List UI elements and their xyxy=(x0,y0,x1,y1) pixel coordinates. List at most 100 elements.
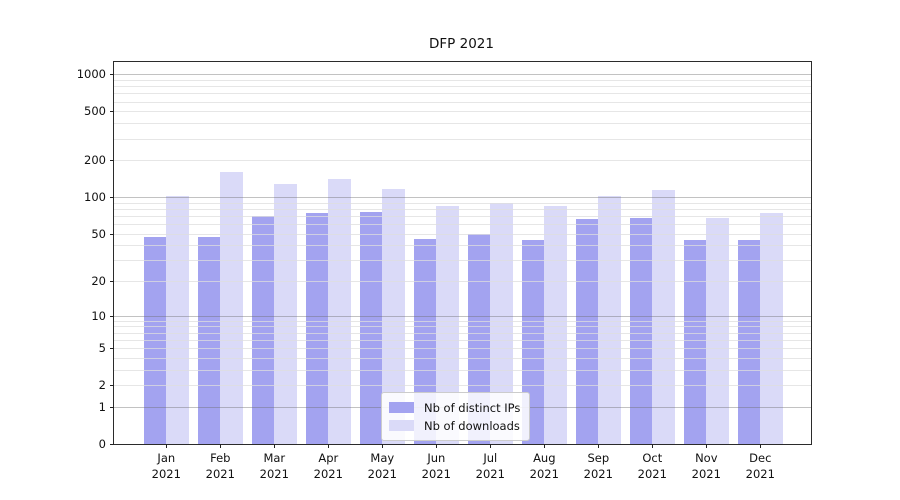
y-tick-mark xyxy=(110,315,114,317)
x-tick-mark xyxy=(652,444,654,448)
x-tick-label-dec: Dec 2021 xyxy=(745,451,775,481)
bar-series-0-sep xyxy=(575,219,599,444)
x-tick-mark xyxy=(598,444,600,448)
bar-series-1-jul xyxy=(490,202,513,444)
y-tick-label: 1 xyxy=(98,399,106,414)
y-tick-label: 50 xyxy=(91,226,106,241)
gridline-minor xyxy=(114,385,811,387)
legend-label-distinct-ips: Nb of distinct IPs xyxy=(424,400,521,415)
y-tick-mark xyxy=(110,197,114,199)
x-tick-label-mar: Mar 2021 xyxy=(259,451,289,481)
gridline-minor xyxy=(114,138,811,140)
gridline-major xyxy=(114,315,811,317)
y-tick-mark xyxy=(110,406,114,408)
x-tick-label-jun: Jun 2021 xyxy=(421,451,451,481)
gridline-minor xyxy=(114,202,811,204)
bar-series-0-dec xyxy=(737,240,761,444)
x-tick-mark xyxy=(436,444,438,448)
bar-series-1-apr xyxy=(328,179,351,444)
legend: Nb of distinct IPs Nb of downloads xyxy=(381,392,531,441)
x-tick-label-may: May 2021 xyxy=(367,451,397,481)
gridline-minor xyxy=(114,208,811,210)
gridline-minor xyxy=(114,281,811,283)
bar-series-1-nov xyxy=(706,217,729,444)
bar-series-1-jun xyxy=(436,206,459,444)
gridline-major xyxy=(114,74,811,76)
legend-label-downloads: Nb of downloads xyxy=(424,418,520,433)
x-tick-mark xyxy=(220,444,222,448)
x-tick-label-jan: Jan 2021 xyxy=(151,451,181,481)
y-tick-label: 20 xyxy=(91,274,106,289)
y-tick-mark xyxy=(110,444,114,445)
x-tick-mark xyxy=(544,444,546,448)
x-tick-mark xyxy=(328,444,330,448)
legend-swatch-distinct-ips xyxy=(389,402,414,413)
y-tick-label: 10 xyxy=(91,308,106,323)
gridline-minor xyxy=(114,101,811,103)
y-tick-label: 0 xyxy=(98,437,106,451)
x-tick-mark xyxy=(760,444,762,448)
x-tick-label-aug: Aug 2021 xyxy=(529,451,559,481)
y-tick-label: 5 xyxy=(98,341,106,356)
x-tick-label-oct: Oct 2021 xyxy=(637,451,667,481)
x-tick-label-feb: Feb 2021 xyxy=(205,451,235,481)
gridline-minor xyxy=(114,339,811,341)
gridline-minor xyxy=(114,123,811,125)
y-tick-label: 1000 xyxy=(76,67,106,82)
y-tick-label: 500 xyxy=(84,104,106,119)
bar-series-1-jan xyxy=(166,195,189,444)
y-tick-mark xyxy=(110,233,114,235)
x-tick-mark xyxy=(490,444,492,448)
gridline-minor xyxy=(114,111,811,113)
bar-series-1-mar xyxy=(274,183,297,444)
bar-series-0-may xyxy=(359,211,383,444)
bar-series-0-oct xyxy=(629,218,653,444)
legend-item-downloads: Nb of downloads xyxy=(389,417,520,434)
gridline-minor xyxy=(114,93,811,95)
x-tick-label-sep: Sep 2021 xyxy=(583,451,613,481)
gridline-minor xyxy=(114,348,811,350)
x-tick-mark xyxy=(382,444,384,448)
x-tick-label-jul: Jul 2021 xyxy=(475,451,505,481)
chart-title: DFP 2021 xyxy=(429,36,494,52)
bar-series-0-mar xyxy=(251,215,275,444)
gridline-minor xyxy=(114,357,811,359)
gridline-minor xyxy=(114,80,811,81)
bar-series-1-oct xyxy=(652,189,675,444)
bar-series-0-nov xyxy=(683,240,707,444)
legend-item-distinct-ips: Nb of distinct IPs xyxy=(389,399,520,416)
x-tick-mark xyxy=(274,444,276,448)
gridline-major xyxy=(114,197,811,199)
y-tick-label: 200 xyxy=(84,153,106,168)
y-tick-label: 100 xyxy=(84,190,106,205)
bar-series-1-aug xyxy=(544,206,567,444)
y-tick-mark xyxy=(110,160,114,162)
y-tick-label: 2 xyxy=(98,378,106,393)
bar-series-0-jul xyxy=(467,233,491,444)
gridline-minor xyxy=(114,369,811,371)
legend-swatch-downloads xyxy=(389,420,414,431)
gridline-minor xyxy=(114,260,811,262)
gridline-minor xyxy=(114,332,811,334)
x-tick-mark xyxy=(166,444,168,448)
gridline-minor xyxy=(114,215,811,217)
bar-series-1-feb xyxy=(220,171,243,444)
x-tick-label-apr: Apr 2021 xyxy=(313,451,343,481)
gridline-minor xyxy=(114,320,811,322)
y-tick-mark xyxy=(110,74,114,76)
gridline-minor xyxy=(114,160,811,162)
gridline-minor xyxy=(114,245,811,247)
bar-series-1-may xyxy=(382,189,405,444)
plot-area: Nb of distinct IPs Nb of downloads 0 1 2 5 1… xyxy=(77,61,812,481)
y-tick-mark xyxy=(110,385,114,387)
y-tick-mark xyxy=(110,281,114,283)
bar-series-0-apr xyxy=(305,213,329,444)
gridline-minor xyxy=(114,86,811,88)
gridline-minor xyxy=(114,326,811,328)
y-tick-mark xyxy=(110,111,114,113)
gridline-minor xyxy=(114,233,811,235)
bar-series-1-sep xyxy=(598,196,621,444)
y-tick-mark xyxy=(110,348,114,350)
bar-series-1-dec xyxy=(760,213,783,444)
